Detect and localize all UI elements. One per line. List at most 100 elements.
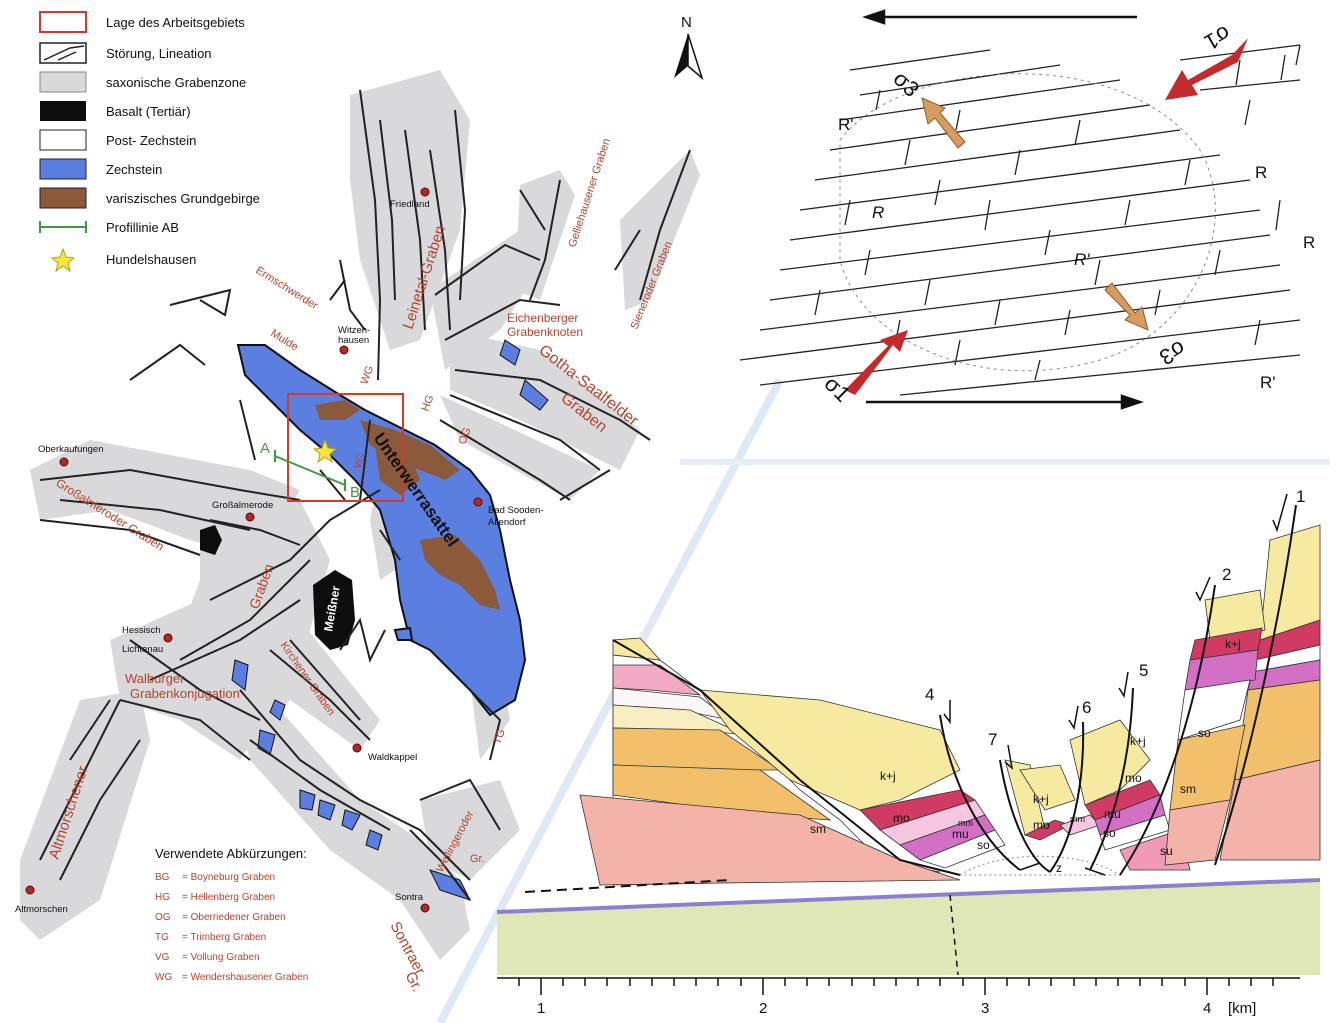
shear-label-r-1: R <box>872 203 884 222</box>
unit-label-mu-2: mu <box>1104 807 1121 821</box>
fault-number-1: 1 <box>1296 487 1305 506</box>
sigma1-arrows <box>845 38 1248 395</box>
sigma3-arrows <box>921 97 1149 331</box>
panel-divider <box>436 378 784 1023</box>
unit-basement <box>497 880 1320 975</box>
legend-label-0: Lage des Arbeitsgebiets <box>106 15 245 30</box>
north-label: N <box>681 14 692 31</box>
town-labels: Friedland Witzen- hausen Oberkaufungen G… <box>15 199 543 915</box>
town-bad-sooden-1: Bad Sooden- <box>488 505 543 516</box>
town-sontra: Sontra <box>395 892 424 903</box>
tag-og: OG <box>457 426 474 446</box>
legend-label-2: saxonische Grabenzone <box>106 75 246 90</box>
fault-number-6: 6 <box>1082 698 1091 717</box>
basement-fault-dashed <box>949 894 959 976</box>
sigma3-label-top: σ3 <box>888 66 924 102</box>
km-scale <box>497 977 1300 995</box>
stress-diagram: σ1 σ1 σ3 σ3 R' R R R' R' R <box>739 9 1315 410</box>
abbr-text-2: = Oberriedener Graben <box>182 912 286 923</box>
cross-section: 1 2 4 5 6 7 k+j k+j k+j k+j so sm sm mo … <box>496 487 1321 1017</box>
profile-end-b: B <box>350 484 360 501</box>
unit-label-so-3: so <box>1103 826 1116 840</box>
abbr-text-5: = Wendershausener Graben <box>182 972 308 983</box>
tag-wg: WG <box>359 364 377 386</box>
legend-swatch-frame <box>39 11 87 33</box>
fault-number-2: 2 <box>1222 565 1231 584</box>
basalt-areas <box>200 525 355 650</box>
label-grabenknoten: Grabenknoten <box>507 325 583 339</box>
shear-label-r-2: R <box>1255 163 1267 182</box>
fault-lines <box>39 89 691 901</box>
label-ermschwerder: Ermschwerder <box>253 264 320 312</box>
abbr-text-3: = Trimberg Graben <box>182 932 266 943</box>
shear-label-r-prime-3: R' <box>1260 373 1276 392</box>
abbr-code-1: HG <box>155 892 170 903</box>
legend-swatch-basement <box>39 187 87 209</box>
unit-label-mo-1: mo <box>1125 771 1142 785</box>
scale-label-2: 2 <box>759 1000 767 1017</box>
zechstein-lenses <box>231 339 549 901</box>
scale-label-4: 4 <box>1203 1000 1211 1017</box>
unit-label-mm-1: mm <box>958 818 973 828</box>
tag-vg: VG <box>352 452 369 471</box>
unit-label-mu-1: mu <box>952 827 969 841</box>
legend-label-4: Post- Zechstein <box>106 133 196 148</box>
unit-label-mo-2: mo <box>893 811 910 825</box>
label-mulde: Mulde <box>268 327 300 353</box>
abbreviations-box: Verwendete Abkürzungen: BG = Boyneburg G… <box>155 846 308 983</box>
right-block-layers <box>1164 524 1321 866</box>
town-grossalmerode: Großalmerode <box>212 500 273 511</box>
hundelshausen-star <box>312 438 338 464</box>
basement-areas <box>315 400 500 610</box>
abbr-code-0: BG <box>155 872 170 883</box>
unit-label-sm-1: sm <box>1180 782 1196 796</box>
town-altmorschen: Altmorschen <box>15 904 68 915</box>
scale-unit: [km] <box>1228 1000 1256 1017</box>
unit-label-kj-2: k+j <box>1130 734 1146 748</box>
tag-tg: TG <box>492 728 509 746</box>
label-walburger: Walburger <box>125 671 185 686</box>
fault-number-4: 4 <box>925 685 934 704</box>
zechstein-areas <box>236 344 527 717</box>
legend-label-8: Hundelshausen <box>106 252 196 267</box>
dashed-ellipse <box>839 73 1216 372</box>
unit-label-kj-1: k+j <box>1225 637 1241 651</box>
shear-label-r-3: R <box>1303 233 1315 252</box>
fault-number-5: 5 <box>1139 661 1148 680</box>
section-faults <box>612 504 1297 876</box>
town-witzenhausen-1: Witzen- <box>338 325 370 336</box>
town-friedland: Friedland <box>390 199 430 210</box>
unit-label-kj-4: k+j <box>1033 792 1049 806</box>
legend-label-1: Störung, Lineation <box>106 46 212 61</box>
abbr-text-4: = Vollung Graben <box>182 952 260 963</box>
town-witzenhausen-2: hausen <box>338 335 369 346</box>
abbr-text-1: = Hellenberg Graben <box>182 892 275 903</box>
unit-label-mo-3: mo <box>1033 818 1050 832</box>
legend-label-3: Basalt (Tertiär) <box>106 104 191 119</box>
north-arrow: N <box>674 14 704 81</box>
abbr-code-2: OG <box>155 912 171 923</box>
legend-swatch-graben <box>39 71 87 93</box>
town-waldkappel: Waldkappel <box>368 752 417 763</box>
unit-label-su: su <box>1160 844 1173 858</box>
unit-label-z: z <box>1056 861 1062 875</box>
unit-z-core <box>958 855 1122 876</box>
scale-label-3: 3 <box>981 1000 989 1017</box>
left-block-layers <box>579 637 961 886</box>
town-lichtenau: Lichtenau <box>122 644 163 655</box>
shear-sense-arrows <box>862 9 1144 410</box>
legend-label-7: Profillinie AB <box>106 220 179 235</box>
fault-slip-arrows <box>943 493 1288 876</box>
legend-swatch-post-zechstein <box>39 129 87 151</box>
legend-label-6: variszisches Grundgebirge <box>106 191 260 206</box>
town-bad-sooden-2: Allendorf <box>488 517 526 528</box>
unit-label-so-2: so <box>977 838 990 852</box>
sigma1-label-bottom: σ1 <box>819 371 855 407</box>
scale-label-1: 1 <box>537 1000 545 1017</box>
town-markers <box>25 187 483 913</box>
town-hessisch: Hessisch <box>122 625 161 636</box>
town-oberkaufungen: Oberkaufungen <box>38 444 104 455</box>
unit-label-kj-3: k+j <box>880 769 896 783</box>
detachment-dashed <box>524 879 731 893</box>
